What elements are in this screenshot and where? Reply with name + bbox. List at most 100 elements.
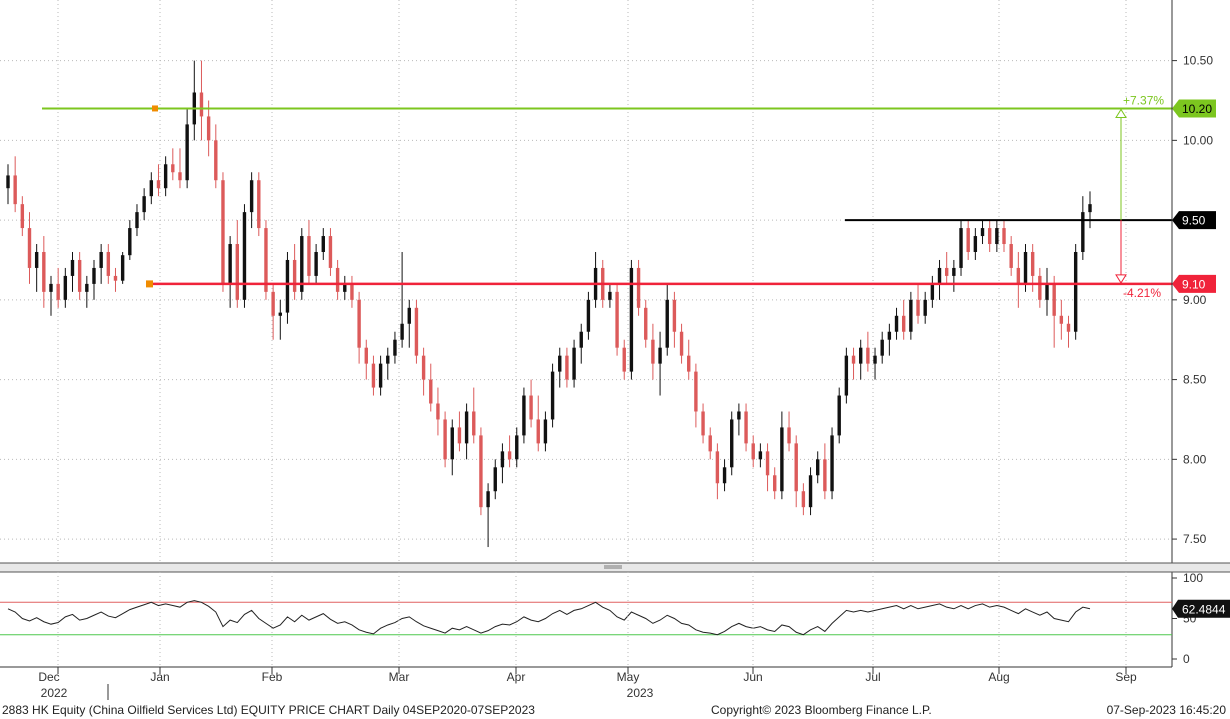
candle-body <box>1088 204 1092 213</box>
down-arrow-head <box>1115 274 1127 284</box>
candle-body <box>264 228 268 292</box>
candle-body <box>665 299 669 348</box>
candle-body <box>672 299 677 332</box>
candle-body <box>787 427 791 444</box>
candle-body <box>758 451 763 460</box>
candle-body <box>816 459 820 476</box>
x-month-label: Aug <box>988 670 1009 684</box>
y-tick-label: 7.50 <box>1183 532 1207 546</box>
candle-body <box>744 411 748 444</box>
candle-body <box>221 180 225 284</box>
candle-body <box>163 164 168 189</box>
candle-body <box>199 92 204 117</box>
candle-body <box>873 355 877 364</box>
candle-body <box>773 475 777 492</box>
candle-body <box>450 427 454 460</box>
up-arrow-head <box>1115 108 1127 118</box>
candle-body <box>515 435 519 460</box>
candle-body <box>371 363 376 388</box>
candle-body <box>780 427 784 492</box>
candle-body <box>1009 244 1013 268</box>
upper-pct-label: +7.37% <box>1123 93 1164 107</box>
candle-body <box>794 443 798 492</box>
y-tick-label: 9.00 <box>1183 293 1207 307</box>
line-anchor-marker <box>152 105 158 112</box>
x-month-label: Jun <box>743 670 762 684</box>
candle-body <box>407 307 411 324</box>
candle-body <box>930 283 935 300</box>
x-month-label: Feb <box>262 670 283 684</box>
candle-body <box>479 435 483 508</box>
x-month-label: May <box>617 670 640 684</box>
footer-timestamp: 07-Sep-2023 16:45:20 <box>1106 703 1226 717</box>
candle-body <box>120 255 125 281</box>
candle-body <box>694 371 698 412</box>
lower-level-tag-bg <box>1172 274 1216 293</box>
candle-body <box>85 283 89 292</box>
mid-level-tag-bg <box>1172 211 1216 230</box>
candlesticks <box>6 60 1092 548</box>
candle-body <box>142 196 146 213</box>
candle-body <box>400 323 404 340</box>
candle-body <box>916 299 920 316</box>
line-anchor-marker <box>146 280 153 288</box>
candle-body <box>335 267 340 292</box>
candle-body <box>421 355 426 380</box>
candle-body <box>1002 228 1006 245</box>
candle-body <box>393 339 397 356</box>
candle-body <box>300 236 304 292</box>
candle-body <box>615 291 619 348</box>
footer-copyright: Copyright© 2023 Bloomberg Finance L.P. <box>711 703 932 717</box>
candle-body <box>429 379 433 404</box>
candle-body <box>937 267 942 284</box>
candle-body <box>536 419 540 444</box>
candle-body <box>944 267 949 276</box>
candle-body <box>529 395 533 420</box>
candle-body <box>20 204 25 229</box>
candle-body <box>1023 251 1028 284</box>
rsi-value-tag: 62.4844 <box>1182 602 1226 616</box>
rsi-value-tag-bg <box>1172 599 1230 618</box>
candle-body <box>92 267 96 284</box>
candle-body <box>765 451 770 476</box>
candle-body <box>952 267 956 276</box>
candle-body <box>321 236 325 252</box>
candle-body <box>844 355 849 396</box>
lower-pct-label: -4.21% <box>1123 286 1161 300</box>
candle-body <box>472 411 476 436</box>
candle-body <box>257 180 261 229</box>
candle-body <box>622 347 626 372</box>
x-month-label: Dec <box>38 670 59 684</box>
candle-body <box>894 315 899 332</box>
candle-body <box>206 116 211 141</box>
candle-body <box>56 283 60 300</box>
candle-body <box>214 140 218 181</box>
candle-body <box>500 451 505 468</box>
candle-body <box>49 283 53 292</box>
candle-body <box>801 491 806 508</box>
candle-body <box>866 347 870 364</box>
candle-body <box>550 371 555 420</box>
candle-body <box>565 355 569 380</box>
price-grid <box>0 0 1172 563</box>
candle-body <box>357 299 361 348</box>
candle-body <box>507 451 512 460</box>
candle-body <box>1016 267 1021 284</box>
mid-level-tag: 9.50 <box>1182 214 1206 228</box>
candle-body <box>1052 283 1056 316</box>
candle-body <box>328 236 333 268</box>
candle-body <box>823 459 827 492</box>
candle-body <box>156 180 161 189</box>
upper-level-tag: 10.20 <box>1182 102 1212 116</box>
x-month-label: Mar <box>389 670 410 684</box>
candle-body <box>987 228 992 245</box>
candle-body <box>851 355 856 364</box>
x-month-label: Jan <box>150 670 169 684</box>
candle-body <box>34 251 39 268</box>
candle-body <box>608 291 612 300</box>
candle-body <box>722 467 727 484</box>
candle-body <box>135 212 139 229</box>
candle-body <box>572 347 576 380</box>
candle-body <box>808 475 813 508</box>
candle-body <box>343 283 347 292</box>
